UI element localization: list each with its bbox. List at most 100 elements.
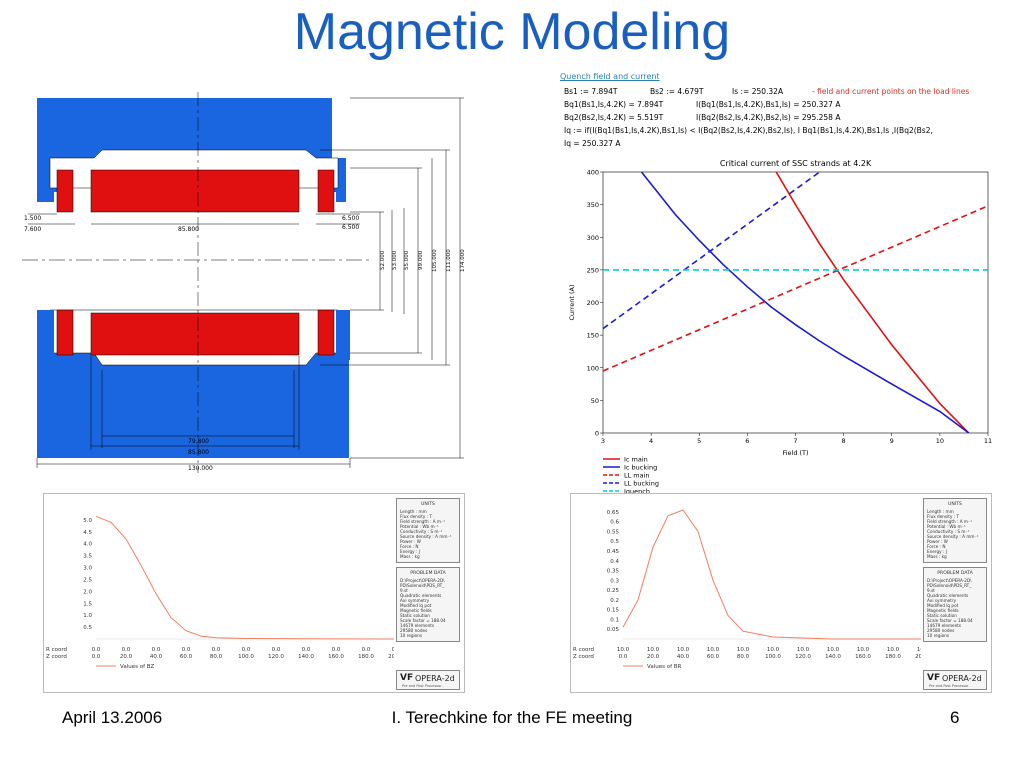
x-tick-label: 4: [649, 437, 653, 445]
opera-logo-name: OPERA-2d: [415, 674, 455, 683]
series-ic-main: [775, 172, 970, 433]
r-coord-value: 10.0: [617, 647, 630, 653]
problem-row: PD\Solenoid\PDS_RT_: [927, 583, 972, 588]
r-coord-value: 0.0: [92, 647, 101, 653]
y-tick-label: 0.55: [607, 529, 620, 535]
y-tick-label: 300: [587, 234, 599, 242]
units-row: Source density : A mm⁻²: [400, 534, 452, 539]
dim-vertical-6: 111.000: [446, 249, 452, 272]
series-line: [622, 509, 921, 640]
r-coord-value: 10.0: [797, 647, 810, 653]
legend-label: Ic main: [624, 456, 648, 464]
units-box: UNITS Length : mm Flux density : T Field s…: [923, 498, 987, 563]
r-coord-value: 10.0: [827, 647, 840, 653]
units-box: UNITS Length : mm Flux density : T Field s…: [396, 498, 460, 563]
problem-row: D:\Project\OPERA-2D\: [927, 578, 972, 583]
problem-row: 10 regions: [400, 633, 423, 638]
opera-logo-sub: Pre and Post Processor: [929, 684, 969, 688]
x-tick-label: 8: [842, 437, 846, 445]
opera-br-panel: 0.05 0.1 0.15 0.2 0.25 0.3 0.35 0.4 0.45 0.5 0.55 0…: [570, 493, 992, 693]
units-row: Power : W: [400, 539, 421, 544]
x-tick-label: 11: [984, 437, 992, 445]
y-tick-label: 0.25: [607, 588, 620, 594]
z-coord-value: 180.0: [885, 654, 901, 660]
problem-row: Quadratic elements: [927, 593, 969, 598]
footer-presenter: I. Terechkine for the FE meeting: [391, 708, 633, 727]
coil-bottom-left: [56, 309, 74, 356]
z-coord-value: 100.0: [765, 654, 781, 660]
units-row: Mass : kg: [400, 554, 420, 559]
units-row: Force : N: [927, 544, 946, 549]
y-tick-label: 0.6: [610, 520, 619, 526]
y-tick-label: 0.45: [607, 549, 620, 555]
page-number: 6: [950, 708, 960, 727]
units-row: Field strength : A m⁻¹: [400, 519, 445, 524]
r-coord-value: 0.0: [122, 647, 131, 653]
y-tick-label: 100: [587, 364, 599, 372]
y-tick-label: 0.05: [607, 627, 620, 633]
ssc-critical-current-chart: Critical current of SSC strands at 4.2K 3…: [568, 159, 992, 495]
y-tick-label: 250: [587, 266, 599, 274]
opera-logo-sub: Pre and Post Processor: [402, 684, 442, 688]
units-row: Potential : Wb m⁻¹: [400, 524, 439, 529]
r-coord-value: 10.0: [677, 647, 690, 653]
legend-label: LL bucking: [624, 480, 659, 488]
z-coord-value: 140.0: [298, 654, 314, 660]
opera-logo: VF OPERA-2d Pre and Post Processor: [923, 670, 987, 690]
dim-bottom-1: 79.800: [188, 438, 209, 445]
r-coord-value: 10.0: [737, 647, 750, 653]
r-coord-value: 0.0: [362, 647, 371, 653]
calc-bq1: Bq1(Bs1,Is,4.2K) = 7.894T: [564, 100, 664, 109]
z-coord-value: 120.0: [795, 654, 811, 660]
problem-row: 9.st: [927, 588, 935, 593]
units-row: Power : W: [927, 539, 948, 544]
z-coord-value: 80.0: [210, 654, 223, 660]
units-row: Conductivity : S m⁻¹: [927, 529, 970, 534]
problem-row: Scale factor = 188.04: [927, 618, 973, 623]
units-row: Mass : kg: [927, 554, 947, 559]
y-tick-label: 2.0: [83, 589, 92, 595]
problem-row: PD\Solenoid\PDS_RT_: [400, 583, 445, 588]
calc-bs2: Bs2 := 4.679T: [650, 87, 704, 96]
units-row: Flux density : T: [400, 514, 433, 519]
x-tick-label: 7: [793, 437, 797, 445]
problem-row: 10 regions: [927, 633, 950, 638]
y-tick-label: 1.0: [83, 613, 92, 619]
dim-coil-width: 85.800: [178, 226, 199, 233]
z-coord-value: 200.0: [388, 654, 394, 660]
y-tick-label: 0.2: [610, 598, 619, 604]
z-coord-value: 40.0: [150, 654, 163, 660]
x-tick-label: 5: [697, 437, 701, 445]
problem-row: 29580 nodes: [927, 628, 955, 633]
z-coord-value: 20.0: [120, 654, 133, 660]
r-coord-value: 0.0: [272, 647, 281, 653]
problem-row: Static solution: [927, 613, 957, 618]
z-coord-value: 120.0: [268, 654, 284, 660]
y-tick-label: 0.4: [610, 559, 619, 565]
x-tick-label: 3: [601, 437, 605, 445]
r-coord-value: 0.0: [302, 647, 311, 653]
quench-calc-panel: Quench field and current Bs1 := 7.894T B…: [560, 72, 1010, 164]
r-coord-value: 10.0: [857, 647, 870, 653]
z-coord-value: 200.0: [915, 654, 921, 660]
problem-row: Scale factor = 188.04: [400, 618, 446, 623]
plot-frame: [602, 171, 989, 434]
problem-row: Magnetic fields: [927, 608, 959, 613]
units-row: Energy : J: [400, 549, 420, 554]
r-coord-value: 10.0: [917, 647, 921, 653]
magnet-cross-section: 1.500 7.600 85.800 6.500 6.500 79.800 85…: [22, 92, 466, 473]
y-tick-label: 0.3: [610, 578, 619, 584]
calc-bs1: Bs1 := 7.894T: [564, 87, 618, 96]
dim-left-2: 7.600: [24, 226, 41, 233]
units-row: Conductivity : S m⁻¹: [400, 529, 443, 534]
quench-calc-heading: Quench field and current: [560, 72, 660, 81]
slide-title: Magnetic Modeling: [293, 3, 731, 61]
z-coord-value: 160.0: [855, 654, 871, 660]
iron-yoke-bottom: [37, 353, 349, 458]
y-tick-label: 200: [587, 299, 599, 307]
r-coord-value: 10.0: [767, 647, 780, 653]
problem-row: 29580 nodes: [400, 628, 428, 633]
problem-row: Axi symmetry: [927, 598, 957, 603]
y-tick-label: 4.0: [83, 542, 92, 548]
